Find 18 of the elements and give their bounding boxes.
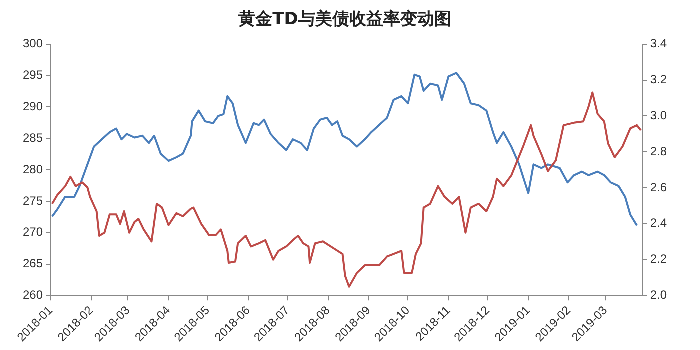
y-tick-label: 300: [22, 36, 44, 51]
y2-tick-label: 3.4: [650, 36, 668, 51]
y-tick-label: 285: [22, 130, 44, 145]
y-tick-label: 275: [22, 194, 44, 208]
y-tick-label: 280: [22, 162, 44, 176]
y2-tick-label: 3.0: [650, 108, 668, 123]
y2-tick-label: 2.8: [650, 144, 668, 158]
y2-tick-label: 2.6: [650, 180, 668, 194]
y2-tick-label: 2.2: [650, 252, 668, 266]
y-tick-label: 290: [22, 100, 44, 114]
y-tick-label: 295: [22, 68, 44, 82]
chart-title: 黄金TD与美债收益率变动图: [238, 10, 452, 30]
y-tick-label: 260: [22, 288, 44, 302]
y-tick-label: 270: [22, 225, 44, 240]
y2-tick-label: 3.2: [650, 72, 668, 87]
y-tick-label: 265: [22, 256, 44, 271]
y2-tick-label: 2.0: [650, 288, 668, 302]
y2-tick-label: 2.4: [650, 216, 668, 230]
